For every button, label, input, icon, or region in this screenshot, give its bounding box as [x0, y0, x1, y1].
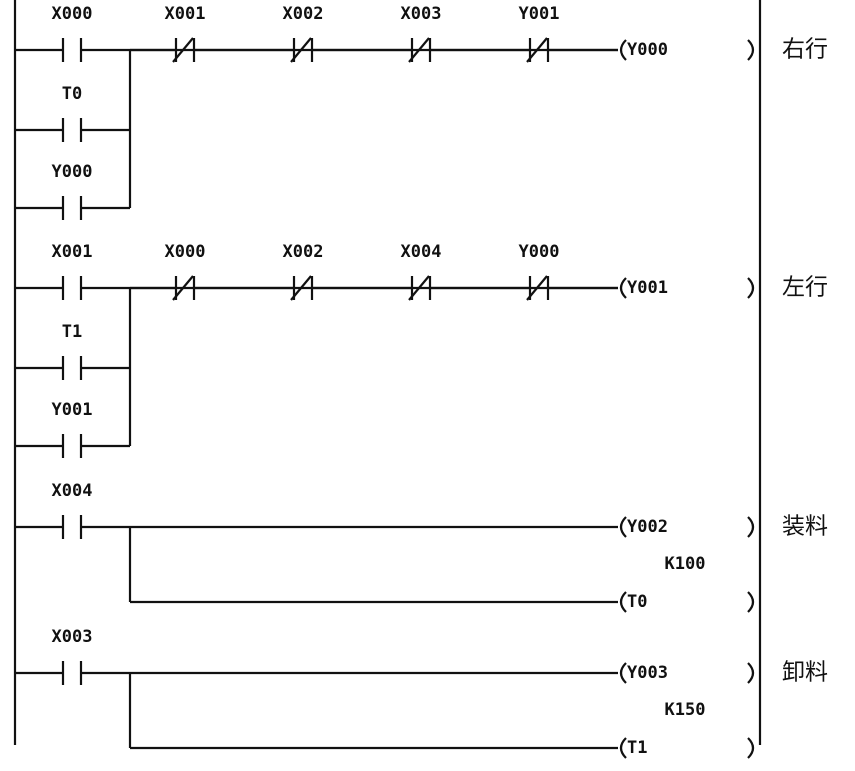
label: Y001 [52, 400, 93, 420]
label: X003 [52, 627, 93, 647]
coil-open [619, 516, 627, 538]
label: X003 [401, 4, 442, 24]
coil-open [619, 737, 627, 759]
label: K150 [665, 700, 706, 720]
coil-open [619, 277, 627, 299]
label: Y003 [627, 663, 668, 683]
contact-gap [62, 285, 82, 291]
contact-gap [62, 205, 82, 211]
coil-close [747, 591, 755, 613]
label: X002 [283, 242, 324, 262]
coil-close [747, 737, 755, 759]
comment: 卸料 [782, 660, 828, 686]
coil-open [619, 662, 627, 684]
contact-gap [62, 127, 82, 133]
label: X001 [52, 242, 93, 262]
label: Y000 [519, 242, 560, 262]
label: Y000 [52, 162, 93, 182]
label: T1 [627, 738, 647, 758]
comment: 右行 [782, 37, 828, 63]
label: X000 [52, 4, 93, 24]
label: X004 [52, 481, 93, 501]
coil-close [747, 277, 755, 299]
label: Y001 [519, 4, 560, 24]
coil-close [747, 662, 755, 684]
contact-gap [62, 670, 82, 676]
label: X002 [283, 4, 324, 24]
coil-close [747, 516, 755, 538]
label: Y000 [627, 40, 668, 60]
label: X000 [165, 242, 206, 262]
label: X001 [165, 4, 206, 24]
label: Y002 [627, 517, 668, 537]
comment: 装料 [782, 514, 828, 540]
contact-gap [62, 443, 82, 449]
label: Y001 [627, 278, 668, 298]
label: T1 [62, 322, 82, 342]
coil-close [747, 39, 755, 61]
contact-gap [62, 365, 82, 371]
coil-open [619, 39, 627, 61]
label: X004 [401, 242, 442, 262]
label: K100 [665, 554, 706, 574]
comment: 左行 [782, 275, 828, 301]
label: T0 [62, 84, 82, 104]
contact-gap [62, 524, 82, 530]
label: T0 [627, 592, 647, 612]
coil-open [619, 591, 627, 613]
contact-gap [62, 47, 82, 53]
